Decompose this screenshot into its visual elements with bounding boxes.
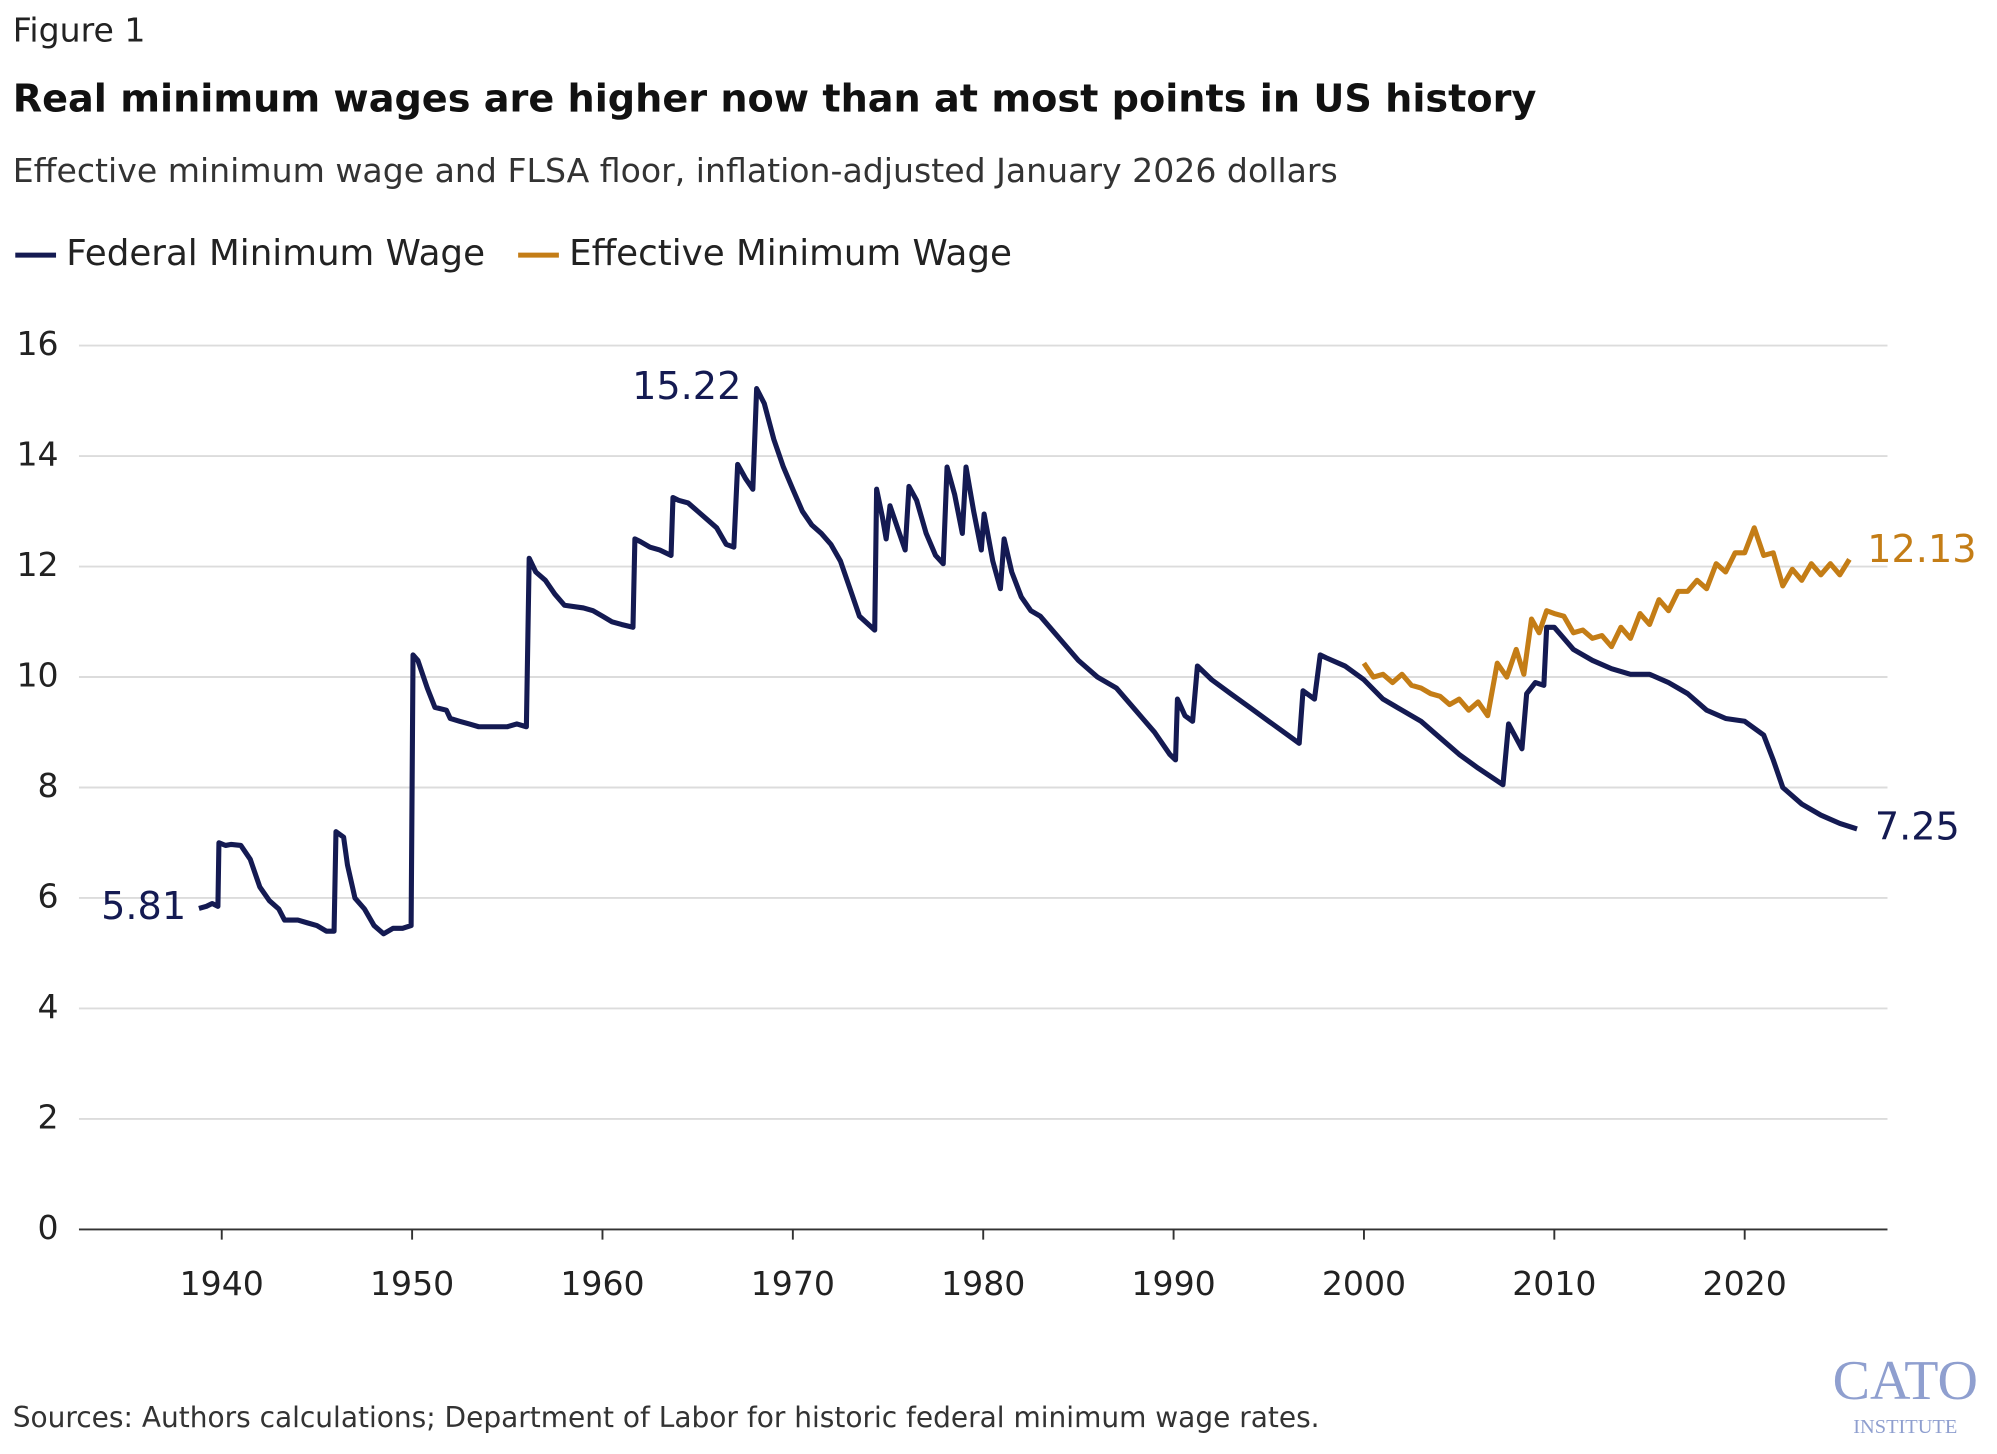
y-tick-label: 14 [16,435,58,474]
point-label: 5.81 [101,885,186,929]
x-tick-label: 2020 [1703,1264,1787,1303]
x-tick-label: 1970 [751,1264,835,1303]
x-tick-label: 2010 [1512,1264,1596,1303]
logo-subtitle: INSTITUTE [1853,1416,1957,1438]
point-label: 15.22 [632,365,741,409]
y-tick-label: 4 [38,987,59,1026]
figure-label: Figure 1 [13,11,146,50]
series-line [1361,525,1852,719]
x-tick-label: 1940 [180,1264,264,1303]
y-tick-label: 0 [38,1208,59,1247]
y-tick-label: 8 [38,766,59,805]
x-tick-label: 1950 [370,1264,454,1303]
y-tick-label: 10 [16,656,58,695]
legend-label: Federal Minimum Wage [66,233,485,274]
x-tick-label: 1960 [560,1264,644,1303]
legend-label: Effective Minimum Wage [569,233,1012,274]
y-tick-label: 6 [38,876,59,915]
point-label: 12.13 [1867,528,1976,572]
x-tick-label: 2000 [1322,1264,1406,1303]
x-tick-label: 1980 [941,1264,1025,1303]
chart-title: Real minimum wages are higher now than a… [13,78,1537,122]
x-tick-label: 1990 [1131,1264,1215,1303]
point-label: 7.25 [1875,805,1960,849]
chart-subtitle: Effective minimum wage and FLSA floor, i… [13,151,1338,190]
y-tick-label: 16 [16,324,58,363]
logo-name: CATO [1833,1350,1978,1412]
y-tick-label: 2 [38,1097,59,1136]
source-note: Sources: Authors calculations; Departmen… [13,1401,1320,1434]
y-tick-label: 12 [16,545,58,584]
series-line [198,386,1858,937]
